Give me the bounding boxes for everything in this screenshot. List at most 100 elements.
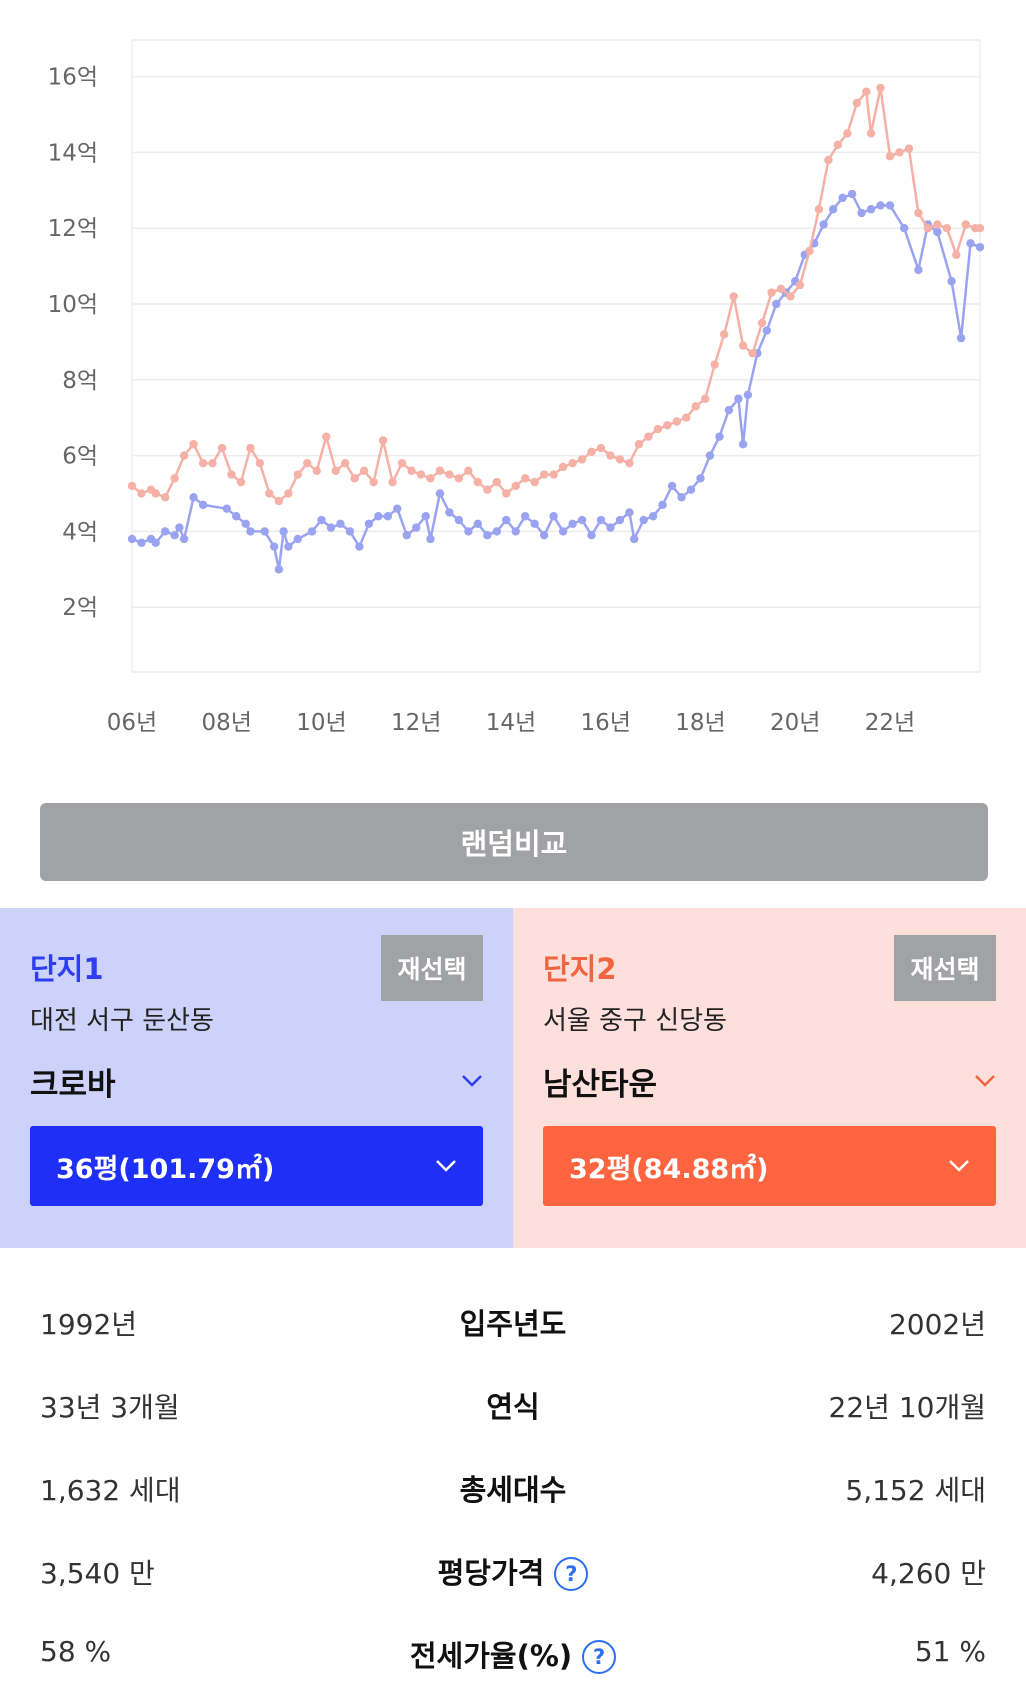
data-point-1	[677, 493, 686, 502]
data-point-2	[179, 451, 189, 460]
data-point-2	[293, 470, 303, 479]
complex1-apartment-select[interactable]: 크로바	[30, 1056, 483, 1106]
compare-row-move-in-year: 1992년 입주년도 2002년	[0, 1285, 1026, 1368]
data-point-2	[729, 292, 738, 301]
data-point-2	[473, 477, 483, 487]
question-circle-icon[interactable]: ?	[554, 1557, 589, 1591]
data-point-1	[317, 515, 326, 525]
y-tick-label: 2억	[62, 595, 98, 621]
data-point-1	[724, 405, 734, 415]
compare-row-price-per-pyeong: 3,540 만 평당가격? 4,260 만	[0, 1534, 1026, 1617]
data-point-1	[179, 534, 189, 544]
data-point-1	[696, 474, 705, 483]
complex2-size-label: 32평(84.88㎡)	[569, 1153, 769, 1185]
data-point-1	[502, 515, 511, 525]
data-point-1	[521, 512, 530, 521]
complex2-value: 2002년	[888, 1308, 986, 1341]
data-point-2	[961, 220, 970, 229]
data-point-1	[383, 512, 393, 521]
data-point-2	[303, 458, 312, 468]
data-point-2	[952, 250, 961, 259]
data-point-1	[772, 299, 781, 309]
row-label: 평당가격	[437, 1556, 545, 1590]
data-point-2	[862, 87, 871, 96]
data-point-2	[492, 477, 501, 487]
data-point-2	[805, 246, 814, 256]
data-point-2	[644, 432, 653, 441]
complex2-value: 4,260 만	[871, 1557, 986, 1590]
complex2-apartment-select[interactable]: 남산타운	[543, 1056, 996, 1106]
data-point-1	[885, 201, 895, 210]
data-point-2	[227, 470, 236, 479]
complex2-size-select[interactable]: 32평(84.88㎡)	[543, 1126, 996, 1206]
x-tick-label: 22년	[865, 710, 915, 736]
complex1-reselect-button[interactable]: 재선택	[381, 935, 483, 1001]
data-point-1	[828, 205, 838, 214]
data-point-1	[615, 515, 625, 525]
data-point-1	[151, 538, 160, 547]
data-point-1	[558, 527, 568, 536]
data-point-1	[648, 512, 658, 521]
row-label-with-help: 전세가율(%)?	[0, 1633, 1026, 1675]
data-point-1	[838, 193, 847, 203]
data-point-1	[241, 519, 250, 529]
x-tick-label: 14년	[486, 710, 536, 736]
data-point-2	[530, 477, 539, 487]
data-point-1	[374, 512, 383, 521]
chevron-down-icon	[462, 1075, 482, 1087]
data-point-1	[734, 394, 743, 403]
data-point-1	[445, 508, 454, 517]
data-point-2	[615, 455, 625, 464]
data-point-2	[672, 417, 682, 426]
row-label: 총세대수	[459, 1473, 567, 1507]
data-point-1	[483, 530, 492, 540]
data-point-1	[454, 515, 464, 525]
data-point-2	[274, 496, 284, 506]
data-point-2	[426, 474, 435, 483]
y-tick-label: 10억	[48, 292, 98, 318]
question-circle-icon[interactable]: ?	[582, 1640, 617, 1674]
data-point-2	[151, 489, 160, 498]
data-point-1	[393, 504, 402, 513]
data-point-1	[738, 440, 748, 449]
x-tick-label: 10년	[296, 710, 346, 736]
data-point-1	[587, 530, 596, 540]
x-tick-label: 08년	[202, 710, 252, 736]
data-point-2	[549, 470, 558, 479]
data-point-1	[175, 523, 184, 532]
data-point-1	[715, 432, 724, 441]
data-point-1	[568, 519, 577, 529]
data-point-2	[312, 466, 321, 475]
data-point-1	[127, 534, 137, 544]
data-point-1	[639, 515, 648, 525]
complex2-reselect-button[interactable]: 재선택	[894, 935, 996, 1001]
data-point-2	[975, 224, 985, 233]
data-point-1	[658, 500, 667, 510]
random-compare-button[interactable]: 랜덤비교	[40, 803, 988, 881]
complex1-panel: 단지1 재선택 대전 서구 둔산동 크로바 36평(101.79㎡)	[0, 908, 513, 1248]
data-point-2	[388, 477, 397, 487]
complex1-title: 단지1	[30, 952, 104, 986]
data-point-2	[407, 466, 416, 475]
data-point-2	[843, 129, 852, 138]
data-point-2	[876, 83, 885, 93]
data-point-1	[549, 512, 558, 521]
data-point-1	[511, 527, 520, 536]
x-tick-label: 16년	[581, 710, 631, 736]
data-point-2	[198, 458, 208, 468]
data-point-2	[795, 280, 805, 290]
data-point-1	[279, 527, 288, 536]
data-point-1	[269, 542, 279, 551]
data-point-1	[160, 527, 170, 536]
data-point-2	[824, 155, 833, 165]
data-point-1	[625, 508, 634, 517]
data-point-1	[435, 489, 445, 498]
data-point-1	[933, 227, 942, 237]
data-point-1	[492, 527, 501, 536]
data-point-1	[596, 515, 606, 525]
data-point-1	[819, 220, 828, 229]
data-point-2	[137, 489, 146, 498]
data-point-1	[530, 519, 539, 529]
complex1-size-select[interactable]: 36평(101.79㎡)	[30, 1126, 483, 1206]
data-point-1	[914, 265, 923, 275]
